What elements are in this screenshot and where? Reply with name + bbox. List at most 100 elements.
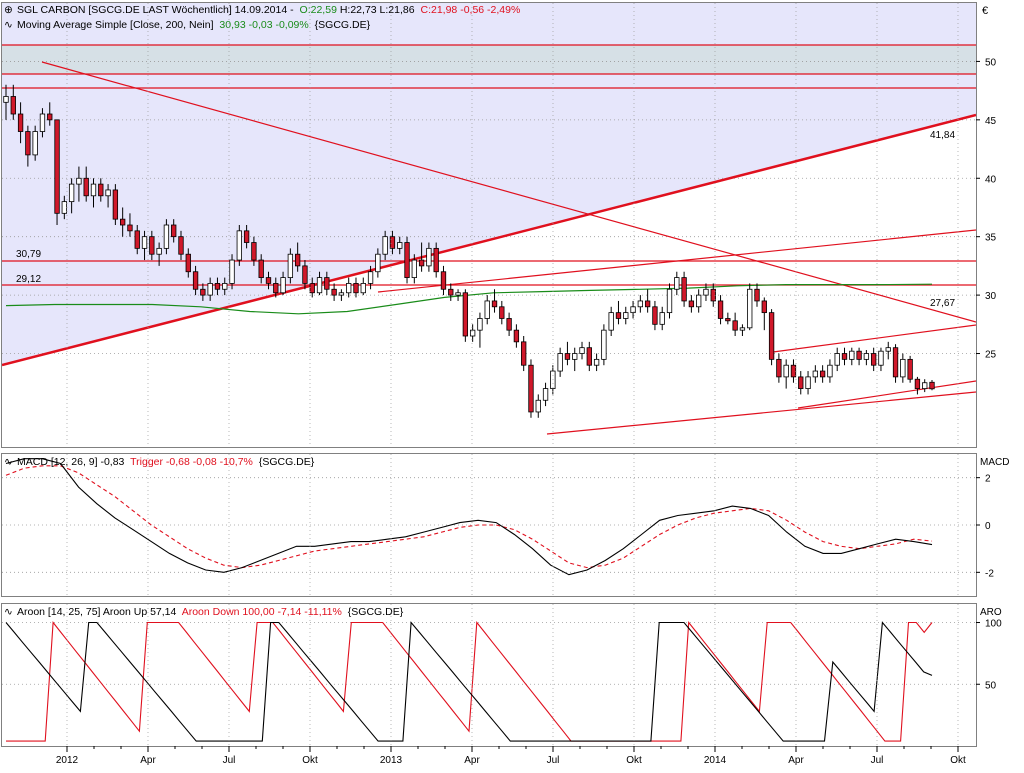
candle xyxy=(455,289,461,301)
candle xyxy=(200,283,206,301)
candle xyxy=(192,265,199,296)
candle xyxy=(3,84,9,120)
aroon-title: Aroon [14, 25, 75] Aroon Up 57,14 xyxy=(17,606,177,618)
time-tick-label: 2013 xyxy=(380,755,403,766)
candle-body xyxy=(68,183,75,203)
candle xyxy=(725,312,731,325)
candle-body xyxy=(790,364,797,378)
candle xyxy=(768,309,775,366)
moving-average-line xyxy=(5,283,933,315)
candle-body xyxy=(39,113,46,132)
candle-body xyxy=(76,177,82,185)
candle-body xyxy=(156,247,162,255)
candle xyxy=(68,178,75,214)
candle xyxy=(324,271,330,296)
aroon-header-icon: ∿ xyxy=(4,606,13,618)
candle xyxy=(32,125,38,161)
trendline-long-support xyxy=(2,113,976,367)
candle xyxy=(39,108,46,138)
candle xyxy=(841,347,848,366)
candle-body xyxy=(229,259,235,284)
candle-body xyxy=(542,388,549,401)
macd-header: ∿ MACD [12, 26, 9] -0,83 Trigger -0,68 -… xyxy=(4,456,315,468)
candle-body xyxy=(462,292,469,337)
candle xyxy=(222,277,228,296)
candle-body xyxy=(207,283,213,296)
candle xyxy=(601,324,607,366)
candle xyxy=(214,277,221,296)
candle-body xyxy=(812,370,818,378)
aroon-symbol: {SGCG.DE} xyxy=(348,606,404,618)
candle-body xyxy=(732,320,738,331)
candle xyxy=(798,371,804,395)
candle-body xyxy=(426,247,432,267)
candle xyxy=(477,312,483,348)
candle-body xyxy=(783,364,789,378)
candle-body xyxy=(178,236,184,255)
candle xyxy=(827,359,833,383)
aroon-tick-label: 100 xyxy=(985,619,1002,630)
candle xyxy=(309,277,315,298)
candle xyxy=(754,283,760,307)
shaded-band-zone xyxy=(2,45,976,74)
time-tick-label: Jul xyxy=(547,755,560,766)
candle-body xyxy=(630,306,636,314)
candle-body xyxy=(710,288,716,302)
candle-body xyxy=(346,283,352,294)
candle-body xyxy=(521,341,527,366)
candle xyxy=(47,102,53,126)
candle-body xyxy=(900,358,906,378)
price-tick-label: 50 xyxy=(985,57,997,68)
candle-body xyxy=(484,300,490,319)
candle-body xyxy=(134,230,140,249)
macd-tick-label: -2 xyxy=(985,568,994,579)
candle xyxy=(674,271,680,296)
ma-symbol: {SGCG.DE} xyxy=(315,19,371,31)
macd-tick-label: 0 xyxy=(985,521,991,532)
trendline-channel-top xyxy=(377,229,976,293)
candle-body xyxy=(112,189,119,220)
candle-body xyxy=(397,242,403,249)
time-tick-label: Apr xyxy=(788,755,804,766)
candle-body xyxy=(849,350,855,360)
candle xyxy=(703,283,709,301)
candle xyxy=(265,271,272,290)
candle-body xyxy=(922,382,928,389)
macd-axis: -2 0 2 xyxy=(976,474,994,579)
candle-body xyxy=(768,312,775,360)
candle-body xyxy=(149,236,155,255)
candle xyxy=(484,295,490,325)
candle xyxy=(229,254,235,290)
candle xyxy=(367,265,374,290)
candle-body xyxy=(353,283,359,294)
candle xyxy=(25,125,31,167)
candle-body xyxy=(499,306,505,319)
candle-body xyxy=(601,329,607,360)
candle-body xyxy=(83,177,89,197)
candle xyxy=(513,324,520,348)
level-label-3079: 30,79 xyxy=(16,249,41,260)
candle-body xyxy=(214,283,221,290)
candle-body xyxy=(579,347,585,354)
candle-body xyxy=(440,271,447,290)
candle-body xyxy=(222,283,228,290)
candle-body xyxy=(324,277,330,290)
aroon-panel xyxy=(1,603,977,747)
candle-body xyxy=(338,292,345,296)
candle xyxy=(440,265,447,296)
candle xyxy=(900,353,906,383)
candle-body xyxy=(54,119,60,214)
candle-body xyxy=(32,131,38,156)
candle xyxy=(710,283,716,307)
candle-body xyxy=(316,277,323,294)
candle-body xyxy=(491,300,498,308)
candle xyxy=(819,365,826,383)
time-tick-label: Okt xyxy=(302,755,318,766)
candle-body xyxy=(827,364,833,378)
candle-body xyxy=(878,350,884,366)
candle xyxy=(302,260,308,290)
candle xyxy=(287,248,294,284)
candle xyxy=(346,277,352,298)
candle xyxy=(243,225,250,249)
candle-body xyxy=(819,370,826,378)
